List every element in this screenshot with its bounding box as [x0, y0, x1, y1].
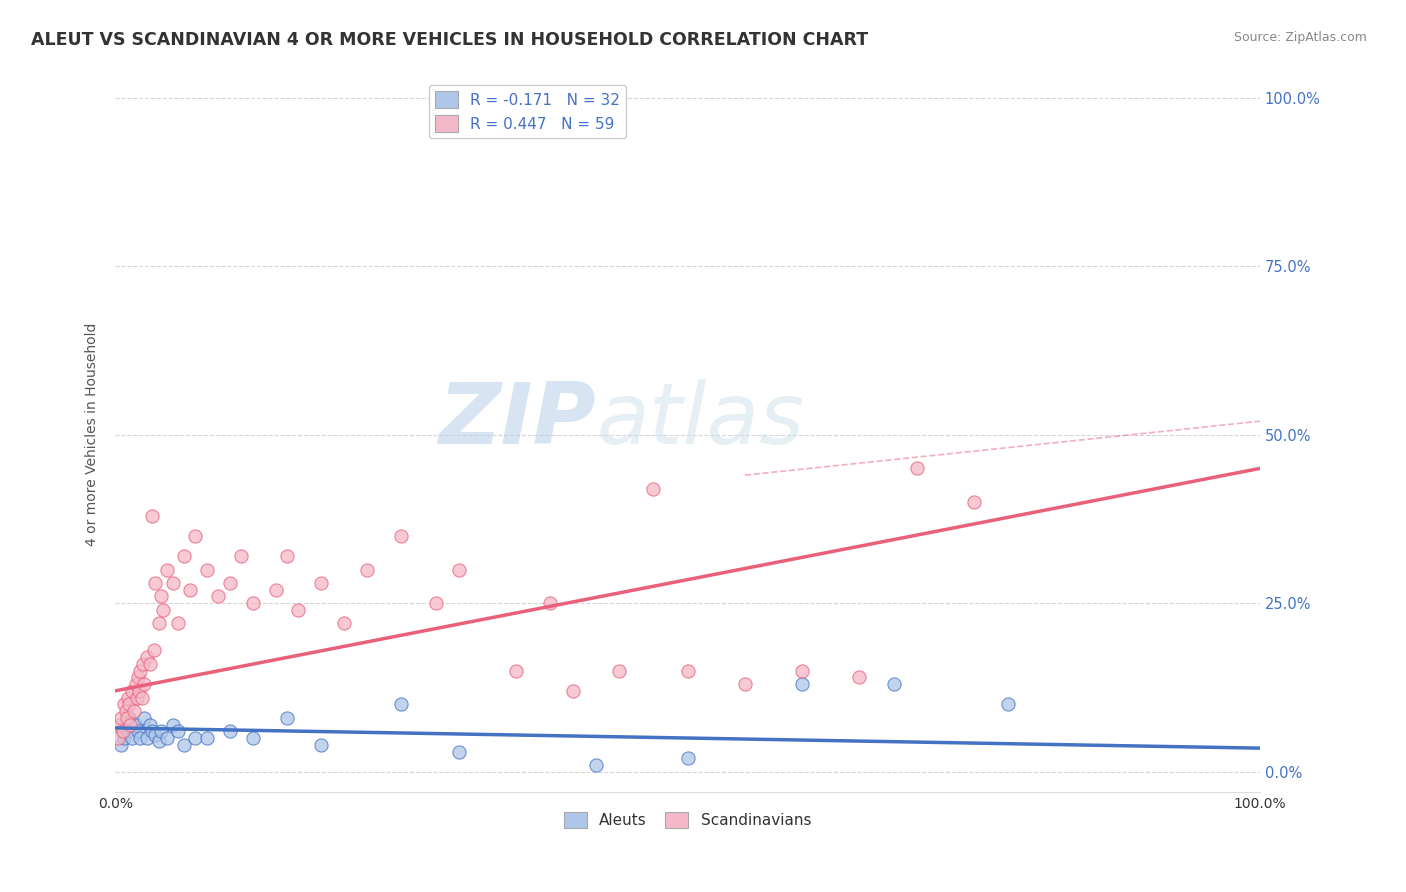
Point — [391, 529, 413, 543]
Point — [152, 603, 174, 617]
Point — [150, 590, 173, 604]
Point — [997, 698, 1019, 712]
Point — [167, 616, 190, 631]
Point — [538, 596, 561, 610]
Point — [118, 698, 141, 712]
Point — [114, 704, 136, 718]
Point — [447, 745, 470, 759]
Point — [115, 724, 138, 739]
Point — [136, 650, 159, 665]
Point — [218, 724, 240, 739]
Point — [162, 576, 184, 591]
Point — [125, 717, 148, 731]
Point — [963, 495, 986, 509]
Point — [607, 664, 630, 678]
Point — [167, 724, 190, 739]
Point — [311, 576, 333, 591]
Point — [218, 576, 240, 591]
Point — [150, 724, 173, 739]
Point — [127, 724, 149, 739]
Point — [121, 683, 143, 698]
Point — [127, 670, 149, 684]
Point — [121, 731, 143, 745]
Point — [734, 677, 756, 691]
Point — [110, 738, 132, 752]
Point — [136, 731, 159, 745]
Text: ZIP: ZIP — [439, 379, 596, 462]
Point — [125, 690, 148, 705]
Point — [505, 664, 527, 678]
Point — [790, 664, 813, 678]
Point — [195, 731, 218, 745]
Text: ALEUT VS SCANDINAVIAN 4 OR MORE VEHICLES IN HOUSEHOLD CORRELATION CHART: ALEUT VS SCANDINAVIAN 4 OR MORE VEHICLES… — [31, 31, 868, 49]
Point — [143, 643, 166, 657]
Point — [562, 683, 585, 698]
Point — [676, 751, 699, 765]
Point — [276, 549, 298, 563]
Point — [676, 664, 699, 678]
Point — [120, 717, 142, 731]
Point — [107, 717, 129, 731]
Point — [129, 664, 152, 678]
Point — [207, 590, 229, 604]
Point — [128, 683, 150, 698]
Point — [195, 562, 218, 576]
Point — [264, 582, 287, 597]
Point — [391, 698, 413, 712]
Point — [162, 717, 184, 731]
Point — [184, 529, 207, 543]
Point — [112, 724, 135, 739]
Point — [141, 724, 163, 739]
Point — [287, 603, 309, 617]
Point — [131, 690, 153, 705]
Point — [143, 576, 166, 591]
Point — [156, 731, 179, 745]
Text: Source: ZipAtlas.com: Source: ZipAtlas.com — [1233, 31, 1367, 45]
Point — [143, 728, 166, 742]
Point — [132, 677, 155, 691]
Point — [107, 731, 129, 745]
Point — [117, 690, 139, 705]
Point — [184, 731, 207, 745]
Point — [242, 731, 264, 745]
Point — [179, 582, 201, 597]
Point — [883, 677, 905, 691]
Point — [132, 657, 155, 671]
Point — [231, 549, 253, 563]
Point — [276, 711, 298, 725]
Point — [242, 596, 264, 610]
Point — [115, 711, 138, 725]
Point — [141, 508, 163, 523]
Point — [148, 616, 170, 631]
Point — [643, 482, 665, 496]
Point — [132, 711, 155, 725]
Text: atlas: atlas — [596, 379, 804, 462]
Point — [118, 711, 141, 725]
Point — [173, 738, 195, 752]
Point — [333, 616, 356, 631]
Y-axis label: 4 or more Vehicles in Household: 4 or more Vehicles in Household — [86, 323, 100, 547]
Point — [110, 711, 132, 725]
Point — [425, 596, 447, 610]
Legend: Aleuts, Scandinavians: Aleuts, Scandinavians — [558, 805, 817, 834]
Point — [122, 704, 145, 718]
Point — [173, 549, 195, 563]
Point — [129, 731, 152, 745]
Point — [112, 698, 135, 712]
Point — [447, 562, 470, 576]
Point — [156, 562, 179, 576]
Point — [148, 734, 170, 748]
Point — [848, 670, 870, 684]
Point — [905, 461, 928, 475]
Point — [790, 677, 813, 691]
Point — [125, 677, 148, 691]
Point — [138, 657, 160, 671]
Point — [585, 758, 607, 772]
Point — [112, 731, 135, 745]
Point — [138, 717, 160, 731]
Point — [311, 738, 333, 752]
Point — [356, 562, 378, 576]
